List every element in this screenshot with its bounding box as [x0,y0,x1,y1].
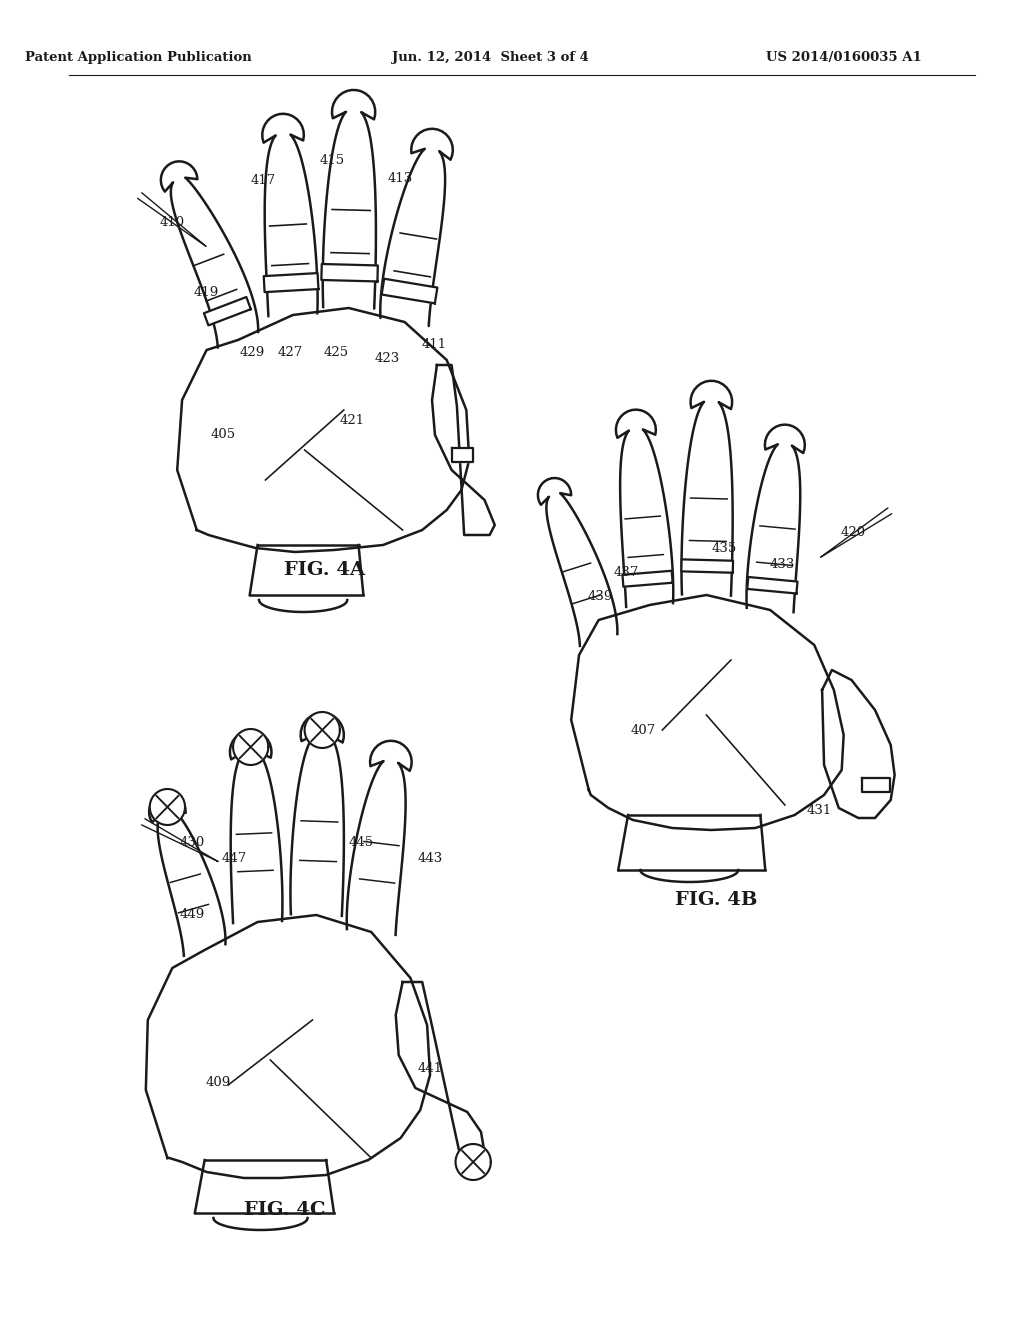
Text: 447: 447 [221,851,247,865]
Text: 410: 410 [160,215,185,228]
Polygon shape [746,425,805,612]
Text: 443: 443 [418,851,442,865]
Polygon shape [456,1144,490,1180]
Polygon shape [538,478,617,645]
Text: 423: 423 [375,351,399,364]
Text: FIG. 4B: FIG. 4B [675,891,758,909]
Polygon shape [822,671,895,818]
Polygon shape [682,381,733,595]
Text: 421: 421 [339,413,365,426]
Polygon shape [382,279,437,304]
Polygon shape [161,161,258,347]
Text: Patent Application Publication: Patent Application Publication [25,50,251,63]
Polygon shape [681,560,733,573]
Text: 407: 407 [630,723,655,737]
Polygon shape [395,982,485,1175]
Text: 417: 417 [251,173,276,186]
Polygon shape [615,409,673,607]
Text: 431: 431 [807,804,831,817]
Text: 415: 415 [319,153,345,166]
Polygon shape [452,447,473,462]
Text: 437: 437 [613,565,639,578]
Polygon shape [291,713,344,916]
Text: 425: 425 [324,346,348,359]
Text: 433: 433 [769,558,795,572]
Text: 427: 427 [278,346,302,359]
Text: Jun. 12, 2014  Sheet 3 of 4: Jun. 12, 2014 Sheet 3 of 4 [392,50,589,63]
Polygon shape [347,741,412,935]
Text: 441: 441 [418,1061,442,1074]
Text: 419: 419 [194,285,219,298]
Text: FIG. 4A: FIG. 4A [284,561,365,579]
Polygon shape [150,789,185,825]
Polygon shape [623,570,673,587]
Text: 429: 429 [240,346,265,359]
Polygon shape [145,915,430,1177]
Text: 445: 445 [349,836,374,849]
Text: 420: 420 [841,525,866,539]
Polygon shape [204,297,251,326]
Polygon shape [862,777,890,792]
Text: 411: 411 [422,338,446,351]
Polygon shape [571,595,844,830]
Text: US 2014/0160035 A1: US 2014/0160035 A1 [766,50,922,63]
Polygon shape [233,729,268,766]
Polygon shape [264,273,318,292]
Text: 409: 409 [206,1076,231,1089]
Text: 430: 430 [179,836,205,849]
Polygon shape [304,711,340,748]
Polygon shape [380,129,453,326]
Text: FIG. 4C: FIG. 4C [245,1201,326,1218]
Polygon shape [230,731,283,923]
Text: 405: 405 [211,429,236,441]
Polygon shape [322,264,378,281]
Polygon shape [748,577,798,594]
Text: 413: 413 [388,172,414,185]
Text: 439: 439 [588,590,613,603]
Polygon shape [177,308,469,552]
Polygon shape [323,90,376,309]
Text: 435: 435 [712,541,736,554]
Polygon shape [262,114,317,317]
Polygon shape [150,793,225,956]
Text: 449: 449 [179,908,205,921]
Polygon shape [432,366,495,535]
